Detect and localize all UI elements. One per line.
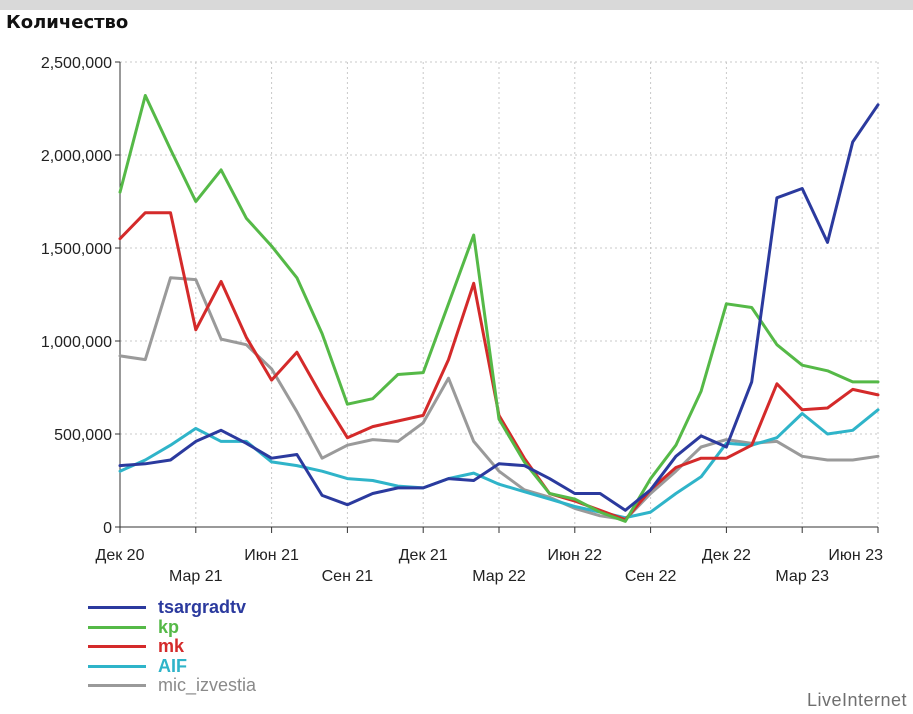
legend-label-mic-izvestia: mic_izvestia xyxy=(158,675,257,696)
legend-item-mk: mk xyxy=(88,636,256,657)
legend-label-mk: mk xyxy=(158,636,185,657)
legend-label-aif: AIF xyxy=(158,655,187,676)
legend-swatch-tsargradtv xyxy=(88,606,146,610)
liveinternet-watermark: LiveInternet xyxy=(806,690,907,710)
legend-label-tsargradtv: tsargradtv xyxy=(158,597,247,618)
x-tick-label: Дек 22 xyxy=(702,547,751,564)
legend-swatch-aif xyxy=(88,664,146,668)
x-tick-label: Июн 23 xyxy=(828,547,883,564)
y-tick-label: 1,000,000 xyxy=(41,334,112,351)
x-tick-label: Мар 23 xyxy=(775,568,829,585)
y-tick-label: 0 xyxy=(103,520,112,537)
legend-item-aif: AIF xyxy=(88,655,256,677)
legend: tsargradtv kp mk AIF mic_izvestia xyxy=(88,597,257,696)
legend-item-mic-izvestia: mic_izvestia xyxy=(88,675,257,696)
series-line-tsargradtv xyxy=(118,103,880,512)
line-chart: 2,500,000 2,000,000 1,500,000 1,000,000 500,… xyxy=(41,55,883,585)
legend-label-kp: kp xyxy=(158,616,180,637)
x-tick-label: Сен 21 xyxy=(322,568,374,585)
legend-swatch-kp xyxy=(88,625,146,629)
series-line-kp xyxy=(118,94,880,523)
x-tick-label: Июн 21 xyxy=(244,547,299,564)
x-tick-label: Дек 20 xyxy=(96,547,145,564)
top-strip xyxy=(0,0,913,10)
x-tick-label: Июн 22 xyxy=(548,547,603,564)
y-tick-label: 1,500,000 xyxy=(41,241,112,258)
y-tick-label: 2,500,000 xyxy=(41,55,112,72)
legend-item-kp: kp xyxy=(88,616,256,638)
x-tick-label: Дек 21 xyxy=(399,547,448,564)
legend-swatch-mk xyxy=(88,645,146,649)
y-tick-label: 2,000,000 xyxy=(41,148,112,165)
y-axis-title: Количество xyxy=(6,12,129,33)
x-tick-label: Сен 22 xyxy=(625,568,677,585)
x-tick-label: Мар 22 xyxy=(472,568,526,585)
legend-item-tsargradtv: tsargradtv xyxy=(88,597,256,618)
x-tick-label: Мар 21 xyxy=(169,568,223,585)
legend-swatch-mic-izvestia xyxy=(88,684,146,688)
y-tick-label: 500,000 xyxy=(54,427,112,444)
